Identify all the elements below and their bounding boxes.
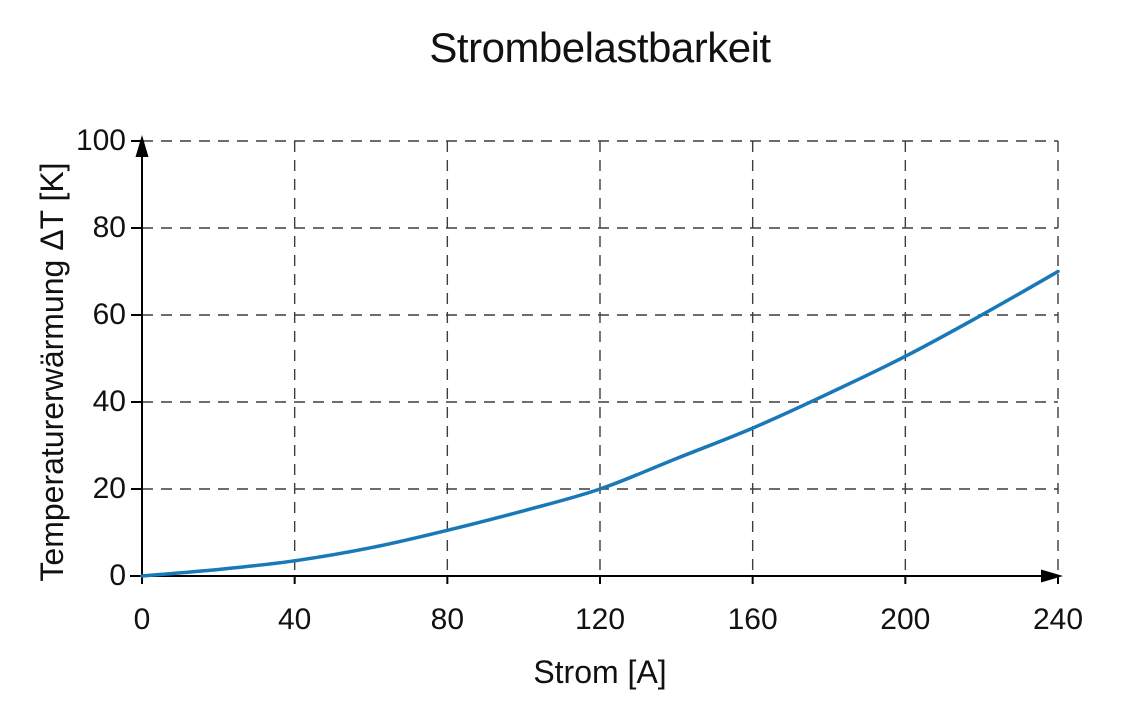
- y-tick-label: 40: [92, 385, 126, 418]
- x-tick-label: 200: [880, 603, 931, 636]
- x-tick-label: 120: [574, 603, 626, 636]
- x-tick-label: 240: [1032, 603, 1084, 636]
- plot-area: [130, 135, 1063, 584]
- y-tick-label: 60: [92, 298, 126, 331]
- temperature-curve: [140, 269, 1060, 578]
- x-tick-label: 80: [430, 603, 465, 636]
- y-axis-label: Temperaturerwärmung ΔT [K]: [34, 162, 70, 582]
- y-tick-label: 0: [109, 559, 126, 592]
- x-tick-label: 40: [277, 603, 312, 636]
- x-tick-label: 0: [133, 603, 151, 636]
- x-tick-label: 160: [727, 603, 778, 636]
- x-axis-label: Strom [A]: [533, 654, 667, 690]
- y-tick-label: 20: [92, 472, 126, 505]
- y-tick-label: 80: [92, 211, 126, 244]
- y-axis-arrow-icon: [135, 135, 149, 157]
- y-tick-label: 100: [75, 124, 126, 157]
- x-axis-arrow-icon: [1041, 569, 1063, 583]
- chart-title: Strombelastbarkeit: [429, 24, 771, 71]
